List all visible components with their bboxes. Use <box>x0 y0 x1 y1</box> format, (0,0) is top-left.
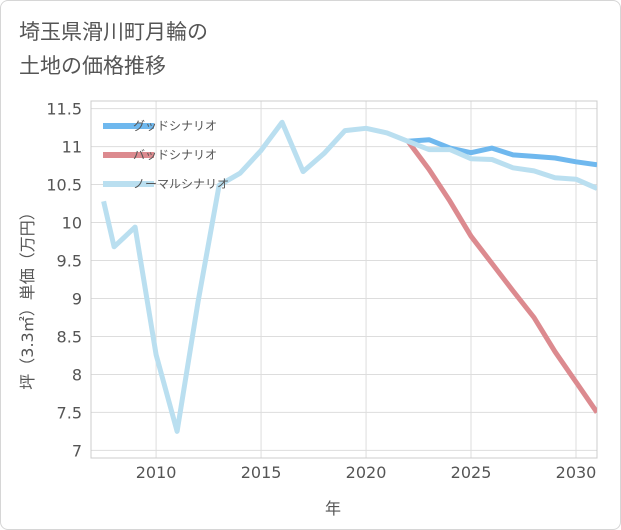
legend-normal-label: ノーマルシナリオ <box>133 177 229 191</box>
y-tick-label: 8.5 <box>57 327 82 346</box>
plot-area-border <box>90 100 598 459</box>
x-tick-label: 2025 <box>451 463 492 482</box>
x-tick-label: 2015 <box>241 463 282 482</box>
y-tick-label: 10 <box>62 214 82 233</box>
y-tick-label: 7.5 <box>57 403 82 422</box>
y-tick-label: 11.5 <box>46 100 82 119</box>
y-tick-label: 9.5 <box>57 252 82 271</box>
y-tick-label: 10.5 <box>46 176 82 195</box>
series-lines <box>101 119 597 434</box>
y-tick-label: 9 <box>72 289 82 308</box>
series-line-good <box>407 137 597 168</box>
series-line-bad <box>405 139 597 414</box>
x-axis-title: 年 <box>325 499 341 518</box>
legend-bad-label: バッドシナリオ <box>133 148 217 162</box>
legend-good-label: グッドシナリオ <box>133 119 217 133</box>
y-tick-label: 8 <box>72 365 82 384</box>
series-line-normal <box>101 119 597 434</box>
x-tick-label: 2030 <box>556 463 597 482</box>
y-axis-ticks: 7 7.5 8 8.5 9 9.5 10 10.5 11 11.5 <box>46 100 82 461</box>
chart-title-line-2: 土地の価格推移 <box>19 54 166 78</box>
x-tick-label: 2020 <box>346 463 387 482</box>
chart-title-line-1: 埼玉県滑川町月輪の <box>19 20 208 44</box>
chart-title: 埼玉県滑川町月輪の 土地の価格推移 <box>19 15 208 83</box>
x-tick-label: 2010 <box>136 463 177 482</box>
y-tick-label: 11 <box>62 138 82 157</box>
y-tick-label: 7 <box>72 441 82 460</box>
x-axis-ticks: 2010 2015 2020 2025 2030 <box>136 463 597 482</box>
y-axis-title: 坪（3.3㎡）単価（万円） <box>18 204 37 389</box>
